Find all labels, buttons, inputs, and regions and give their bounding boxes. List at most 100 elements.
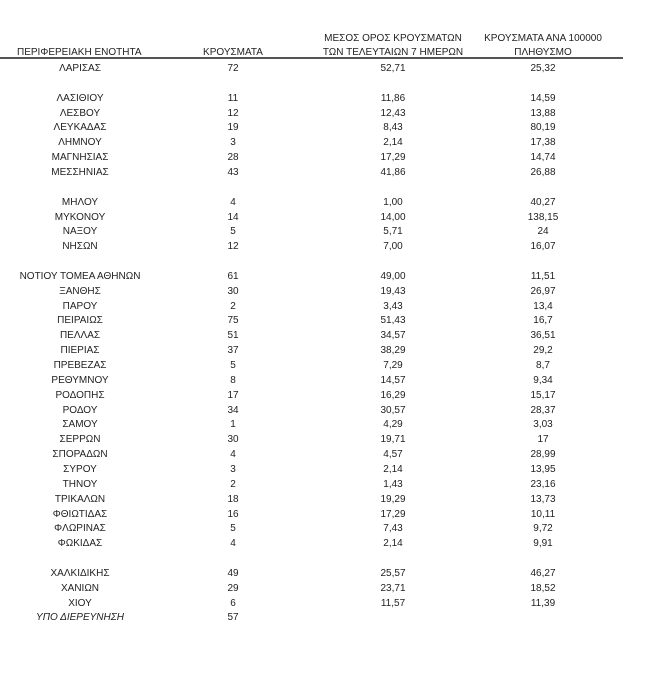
cell-cases: 49: [227, 567, 239, 579]
cell-per100k: 80,19: [530, 122, 556, 134]
cell-per100k: 13,73: [530, 493, 556, 505]
cell-region: ΤΡΙΚΑΛΩΝ: [54, 493, 106, 505]
cell-per100k: 9,34: [533, 374, 553, 386]
cell-avg: 23,71: [380, 582, 406, 594]
cell-avg: 2,14: [383, 137, 403, 149]
cell-region: ΧΙΟΥ: [68, 597, 92, 609]
cell-avg: 2,14: [383, 538, 403, 550]
header-avg-line2: ΤΩΝ ΤΕΛΕΥΤΑΙΩΝ 7 ΗΜΕΡΩΝ: [322, 47, 464, 58]
cell-cases: 17: [227, 389, 239, 401]
cell-avg: 7,29: [383, 360, 403, 371]
cell-cases: 19: [227, 122, 239, 134]
cell-per100k: 29,2: [533, 345, 553, 357]
cell-region: ΝΟΤΙΟΥ ΤΟΜΕΑ ΑΘΗΝΩΝ: [19, 270, 141, 282]
cell-region: ΠΡΕΒΕΖΑΣ: [53, 360, 107, 371]
cell-region: ΦΩΚΙΔΑΣ: [57, 538, 103, 550]
cell-region: ΝΗΣΩΝ: [62, 241, 98, 253]
cell-per100k: 13,88: [530, 107, 556, 119]
cell-cases: 8: [230, 374, 236, 386]
cell-avg: 4,57: [383, 449, 403, 461]
cell-region: ΣΕΡΡΩΝ: [59, 434, 101, 446]
cell-region: ΥΠΟ ΔΙΕΡΕΥΝΗΣΗ: [36, 612, 124, 624]
cell-per100k: 17: [537, 434, 549, 446]
cell-region: ΛΑΡΙΣΑΣ: [59, 63, 101, 74]
cell-cases: 51: [227, 330, 239, 342]
cell-per100k: 14,74: [530, 152, 556, 164]
cell-cases: 30: [227, 285, 239, 297]
cell-per100k: 13,95: [530, 463, 556, 475]
cell-region: ΜΑΓΝΗΣΙΑΣ: [51, 152, 109, 164]
cell-cases: 72: [227, 63, 239, 74]
cell-region: ΜΥΚΟΝΟΥ: [54, 211, 106, 223]
cell-region: ΡΕΘΥΜΝΟΥ: [51, 374, 109, 386]
cell-cases: 12: [227, 241, 239, 253]
cell-region: ΛΕΣΒΟΥ: [59, 107, 101, 119]
cell-per100k: 16,7: [533, 315, 553, 327]
cell-cases: 29: [227, 582, 239, 594]
cell-cases: 5: [230, 523, 236, 535]
cell-per100k: 28,99: [530, 449, 556, 461]
cell-per100k: 24: [537, 226, 549, 238]
cell-per100k: 9,91: [533, 538, 553, 550]
cell-avg: 2,14: [383, 463, 403, 475]
cell-cases: 4: [230, 196, 236, 208]
cell-cases: 3: [230, 137, 236, 149]
cell-avg: 17,29: [380, 508, 406, 520]
cell-per100k: 18,52: [530, 582, 556, 594]
cell-avg: 16,29: [380, 389, 406, 401]
cell-cases: 12: [227, 107, 239, 119]
cell-per100k: 13,4: [533, 300, 553, 312]
cell-per100k: 9,72: [533, 523, 553, 535]
cell-region: ΠΑΡΟΥ: [62, 300, 98, 312]
header-avg-line1: ΜΕΣΟΣ ΟΡΟΣ ΚΡΟΥΣΜΑΤΩΝ: [324, 33, 462, 44]
cell-region: ΛΗΜΝΟΥ: [58, 137, 102, 149]
cell-cases: 4: [230, 449, 236, 461]
cell-avg: 11,57: [380, 597, 406, 609]
cell-cases: 4: [230, 538, 236, 550]
cell-cases: 28: [227, 152, 239, 164]
cell-region: ΜΗΛΟΥ: [61, 196, 99, 208]
cell-avg: 12,43: [380, 107, 406, 119]
cell-cases: 11: [227, 92, 239, 104]
cell-per100k: 46,27: [530, 567, 556, 579]
cell-cases: 57: [227, 612, 239, 624]
cell-avg: 7,43: [383, 523, 403, 535]
header-divider: [0, 57, 623, 59]
cell-per100k: 8,7: [536, 360, 550, 371]
cell-avg: 25,57: [380, 567, 406, 579]
cell-cases: 61: [227, 270, 239, 282]
cell-per100k: 10,11: [530, 508, 556, 520]
cell-region: ΦΛΩΡΙΝΑΣ: [54, 523, 106, 535]
cell-cases: 2: [230, 300, 236, 312]
cell-per100k: 25,32: [530, 63, 556, 74]
cell-cases: 30: [227, 434, 239, 446]
header-per100k-line2: ΠΛΗΘΥΣΜΟ: [514, 47, 572, 58]
cell-avg: 19,43: [380, 285, 406, 297]
cell-cases: 14: [227, 211, 239, 223]
cell-region: ΧΑΛΚΙΔΙΚΗΣ: [50, 567, 110, 579]
cell-region: ΧΑΝΙΩΝ: [60, 582, 100, 594]
cell-avg: 34,57: [380, 330, 406, 342]
cell-region: ΠΕΙΡΑΙΩΣ: [57, 315, 103, 327]
cell-avg: 41,86: [380, 166, 406, 178]
cell-region: ΛΕΥΚΑΔΑΣ: [53, 122, 107, 134]
cell-per100k: 14,59: [530, 92, 556, 104]
cell-cases: 5: [230, 360, 236, 371]
cell-cases: 16: [227, 508, 239, 520]
cell-cases: 6: [230, 597, 236, 609]
cell-region: ΣΠΟΡΑΔΩΝ: [52, 449, 108, 461]
header-per100k-line1: ΚΡΟΥΣΜΑΤΑ ΑΝΑ 100000: [484, 33, 602, 44]
cell-region: ΦΘΙΩΤΙΔΑΣ: [52, 508, 108, 520]
cell-per100k: 3,03: [533, 419, 553, 431]
cell-per100k: 11,51: [530, 270, 556, 282]
cell-avg: 4,29: [383, 419, 403, 431]
cell-per100k: 17,38: [530, 137, 556, 149]
cell-per100k: 26,88: [530, 166, 556, 178]
cell-cases: 18: [227, 493, 239, 505]
cell-avg: 19,29: [380, 493, 406, 505]
cell-per100k: 11,39: [530, 597, 556, 609]
cell-avg: 11,86: [380, 92, 406, 104]
cell-avg: 7,00: [383, 241, 403, 253]
cell-cases: 3: [230, 463, 236, 475]
